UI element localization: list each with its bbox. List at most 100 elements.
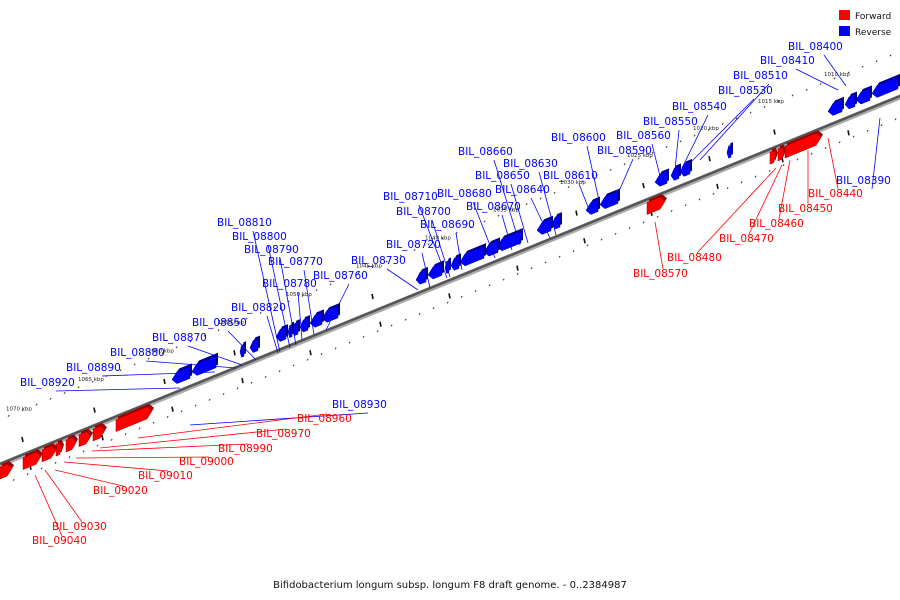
gene-label-bil_08590: BIL_08590 [597, 145, 652, 157]
ruler-dot-lower [82, 450, 85, 453]
reverse-gene-arrow [726, 144, 732, 159]
tick-label: 1045 kbp [356, 264, 382, 270]
ruler-dot-upper [763, 105, 766, 108]
leader-line-bil_08480 [696, 167, 777, 254]
ruler-dot-lower [180, 410, 183, 413]
leader-line-bil_08410 [795, 68, 839, 91]
ruler-dot-lower [362, 335, 365, 338]
gene-label-bil_09000: BIL_09000 [179, 456, 234, 468]
leader-line-bil_08530 [689, 98, 755, 164]
gene-label-bil_08610: BIL_08610 [543, 170, 598, 182]
tick-mark [448, 293, 451, 299]
tick-label: 1060 kbp [148, 349, 174, 355]
ruler-dots [7, 54, 897, 481]
leader-line-bil_08510 [699, 83, 770, 161]
ruler-dot-lower [572, 249, 575, 253]
ruler-dot-lower [194, 404, 197, 407]
ruler-dot-lower [138, 427, 141, 430]
tick-mark [371, 293, 374, 300]
tick-mark [93, 407, 96, 413]
tick-label: 1065 kbp [78, 377, 104, 383]
ruler-dot-lower [54, 461, 57, 464]
forward-gene-arrow [769, 150, 777, 165]
leader-line-bil_09000 [75, 456, 210, 459]
ruler-dot-lower [320, 352, 323, 356]
reverse-gene-arrow [855, 87, 871, 105]
ruler-dot-upper [525, 203, 528, 206]
gene-label-bil_08640: BIL_08640 [495, 184, 550, 196]
ruler-dot-lower [740, 181, 743, 184]
leader-line-bil_08970 [99, 428, 287, 449]
legend-swatch-reverse [839, 26, 850, 36]
leader-line-bil_08960 [137, 413, 328, 439]
ruler-dot-lower [796, 158, 799, 161]
tick-labels: 1010 kbp 1015 kbp 1020 kbp 1025 kbp 1030 kbp… [6, 72, 850, 470]
gene-label-bil_08600: BIL_08600 [551, 132, 606, 144]
ruler-dot-lower [726, 186, 729, 190]
tick-mark [583, 238, 586, 244]
ruler-dot-upper [315, 289, 318, 292]
ruler-dot-upper [203, 334, 206, 337]
ruler-dot-upper [371, 266, 374, 269]
ruler-dot-upper [651, 151, 654, 154]
ruler-dot-lower [712, 192, 715, 195]
leader-line-bil_08570 [654, 221, 664, 270]
tick-label: 1055 kbp [218, 320, 244, 326]
leader-line-bil_08660 [493, 159, 521, 246]
forward-gene-arrow [65, 437, 77, 453]
gene-label-bil_08820: BIL_08820 [231, 302, 286, 314]
ruler-dot-lower [208, 398, 211, 401]
reverse-gene-arrow [611, 190, 619, 206]
ruler-dot-upper [161, 351, 164, 355]
gene-label-bil_08570: BIL_08570 [633, 268, 688, 280]
gene-label-bil_08880: BIL_08880 [110, 347, 165, 359]
ruler-dot-lower [614, 232, 617, 235]
leader-line-bil_08470 [748, 164, 783, 235]
leader-line-bil_08550 [674, 129, 680, 171]
ruler-dot-upper [875, 60, 878, 63]
tick-label: 1010 kbp [824, 72, 850, 78]
ruler-dot-lower [278, 370, 281, 373]
ruler-dot-lower [152, 421, 155, 424]
leader-line-bil_08730 [386, 268, 419, 291]
ruler-dot-lower [404, 318, 407, 321]
ruler-dot-lower [418, 312, 421, 316]
ruler-dot-upper [385, 260, 388, 263]
leader-line-bil_08990 [91, 443, 249, 452]
ruler-dot-lower [68, 455, 71, 459]
gene-label-bil_08390: BIL_08390 [836, 175, 891, 187]
ruler-dot-lower [866, 129, 869, 132]
ruler-dot-upper [805, 88, 808, 91]
ruler-dot-lower [26, 473, 29, 476]
gene-label-bil_08770: BIL_08770 [268, 256, 323, 268]
ruler-dot-upper [357, 271, 360, 274]
ruler-dot-upper [469, 226, 472, 229]
tick-mark [101, 435, 104, 441]
reverse-gene-arrow [287, 324, 293, 338]
ruler-dot-upper [189, 340, 192, 343]
tick-mark [309, 350, 312, 356]
ruler-dot-upper [777, 100, 780, 103]
ruler-dot-upper [609, 168, 612, 171]
gene-label-bil_08790: BIL_08790 [244, 244, 299, 256]
gene-label-bil_08400: BIL_08400 [788, 41, 843, 53]
ruler-dot-upper [511, 208, 514, 212]
tick-mark [171, 406, 174, 412]
tick-label: 1030 kbp [560, 180, 586, 186]
tick-mark [847, 130, 850, 136]
ruler-dot-upper [679, 140, 682, 143]
gene-label-bil_08550: BIL_08550 [643, 116, 698, 128]
ruler-dot-upper [231, 323, 234, 326]
ruler-dot-lower [12, 478, 15, 481]
gene-label-bil_08710: BIL_08710 [383, 191, 438, 203]
reverse-gene-arrow [249, 338, 259, 353]
legend-label-forward: Forward [855, 12, 891, 22]
reverse-gene-arrow [871, 76, 899, 98]
ruler-dot-lower [516, 272, 519, 275]
ruler-dot-upper [217, 329, 220, 332]
ruler-dot-upper [91, 380, 94, 383]
tick-label: 1020 kbp [693, 126, 719, 132]
forward-gene-arrow [646, 196, 666, 215]
reverse-gene-arrow [844, 94, 856, 110]
